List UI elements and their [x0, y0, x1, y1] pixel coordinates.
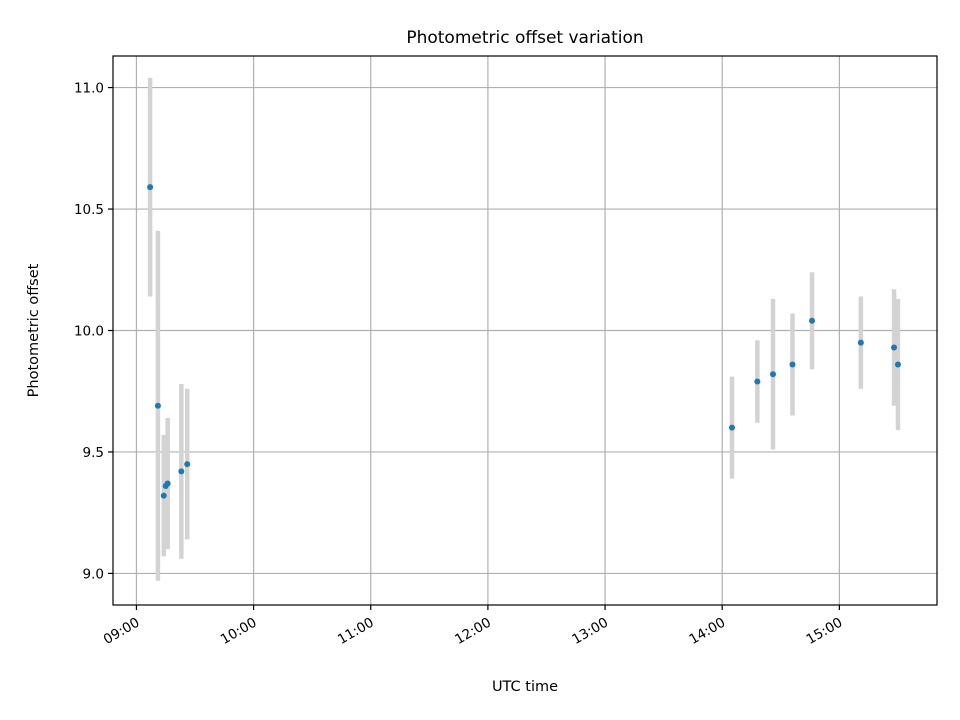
data-point	[178, 468, 185, 475]
data-point	[147, 184, 154, 191]
x-axis-label: UTC time	[492, 679, 558, 695]
data-point	[164, 480, 171, 487]
data-point	[160, 492, 167, 499]
data-point	[184, 461, 191, 468]
data-point	[754, 378, 761, 385]
data-point	[809, 317, 816, 324]
data-point	[894, 361, 901, 368]
y-axis: 9.0 9.5 10.0 10.5 11.0	[74, 81, 113, 582]
data-point	[769, 371, 776, 378]
y-tick-label: 9.5	[83, 445, 104, 461]
data-point	[857, 339, 864, 346]
data-point	[789, 361, 796, 368]
data-point	[728, 424, 735, 431]
y-tick-label: 9.0	[83, 566, 104, 582]
y-tick-label: 11.0	[74, 81, 104, 97]
chart-title: Photometric offset variation	[406, 28, 643, 48]
grid	[113, 56, 937, 605]
y-axis-label: Photometric offset	[26, 263, 42, 397]
data-point	[154, 402, 161, 409]
y-tick-label: 10.0	[74, 324, 104, 340]
data-points	[147, 184, 901, 499]
data-point	[891, 344, 898, 351]
y-tick-label: 10.5	[74, 202, 104, 218]
